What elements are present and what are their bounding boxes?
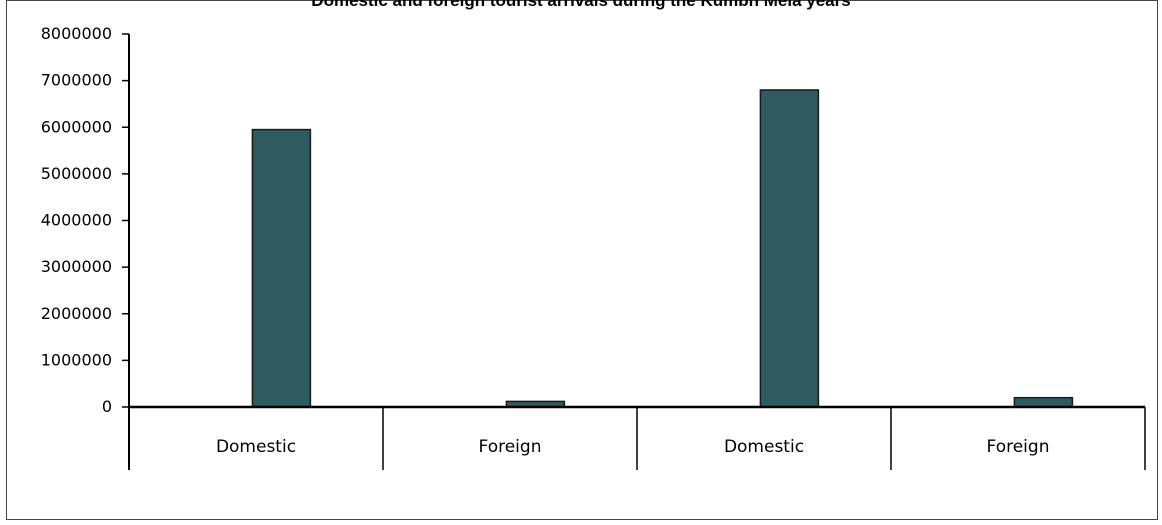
x-category-label: Domestic xyxy=(724,437,804,457)
y-tick-label: 1000000 xyxy=(41,350,112,369)
x-category-label: Domestic xyxy=(216,437,296,457)
bar xyxy=(1013,396,1074,408)
y-tick-label: 2000000 xyxy=(41,304,112,323)
x-category-label: Foreign xyxy=(479,437,542,457)
y-tick-label: 8000000 xyxy=(41,24,112,43)
y-tick-label: 6000000 xyxy=(41,117,112,136)
y-tick-label: 5000000 xyxy=(41,164,112,183)
y-tick-label: 3000000 xyxy=(41,257,112,276)
y-tick-label: 0 xyxy=(102,397,112,416)
bar xyxy=(251,128,312,408)
y-tick-label: 7000000 xyxy=(41,71,112,90)
x-category-label: Foreign xyxy=(987,437,1050,457)
chart-title: Domestic and foreign tourist arrivals du… xyxy=(311,0,851,10)
y-tick-label: 4000000 xyxy=(41,211,112,230)
bar xyxy=(759,89,820,408)
chart-frame xyxy=(6,0,1158,520)
